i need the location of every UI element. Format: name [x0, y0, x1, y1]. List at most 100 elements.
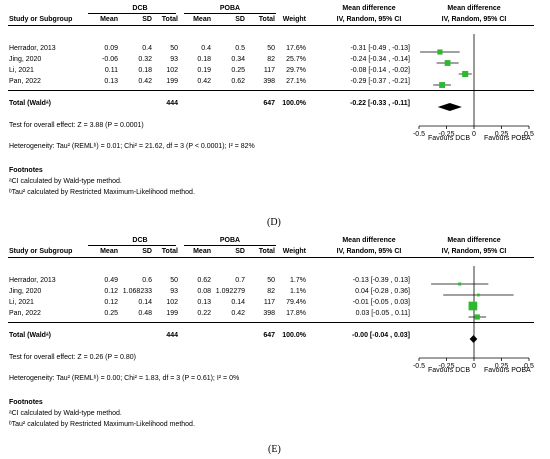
mean-1: 0.12: [104, 288, 118, 295]
favours-right: Favours POBA: [484, 135, 531, 142]
x-tick-label: 0.25: [495, 131, 509, 138]
total-n2: 647: [263, 100, 275, 107]
mean-1: 0.25: [104, 310, 118, 317]
sd-1: 0.6: [142, 277, 152, 284]
mean-2: 0.42: [197, 78, 211, 85]
header-total-1: Total: [161, 248, 178, 255]
header-md-title: Mean difference: [342, 237, 396, 244]
mean-difference-ci: -0.13 [-0.39 , 0.13]: [352, 277, 410, 284]
total-n1: 444: [166, 100, 178, 107]
mean-1: 0.13: [104, 78, 118, 85]
footnote-a: ᵃCI calculated by Wald-type method.: [9, 410, 122, 417]
study-marker: [474, 314, 480, 320]
total-1: 199: [166, 310, 178, 317]
total-ci: -0.22 [-0.33 , -0.11]: [350, 100, 410, 107]
total-1: 199: [166, 78, 178, 85]
total-weight: 100.0%: [282, 100, 306, 107]
footnote-b: ᵇTau² calculated by Restricted Maximum-L…: [9, 421, 195, 428]
x-tick-label: 0: [472, 131, 476, 138]
mean-2: 0.08: [197, 288, 211, 295]
header-md-title: Mean difference: [342, 5, 396, 12]
header-line-poba: [184, 13, 276, 14]
forest-plot-panel-d: DCB POBA Mean difference Mean difference…: [0, 0, 550, 200]
mean-1: 0.49: [104, 277, 118, 284]
sd-2: 0.25: [231, 67, 245, 74]
study-name: Herrador, 2013: [9, 45, 56, 52]
header-poba: POBA: [219, 237, 241, 244]
mean-1: 0.09: [104, 45, 118, 52]
sd-2: 0.62: [231, 78, 245, 85]
total-2: 50: [267, 45, 275, 52]
total-line: [8, 322, 534, 323]
sd-1: 0.32: [138, 56, 152, 63]
study-marker: [458, 282, 462, 286]
total-1: 93: [170, 56, 178, 63]
header-sd-2: SD: [235, 248, 245, 255]
mean-2: 0.4: [201, 45, 211, 52]
mean-2: 0.62: [197, 277, 211, 284]
forest-plot-d: -0.5 -0.25 0 0.25 0.5: [413, 34, 534, 138]
study-marker: [444, 60, 451, 66]
header-md-plot-title: Mean difference: [447, 237, 501, 244]
total-1: 102: [166, 67, 178, 74]
sd-2: 1.092279: [215, 288, 245, 295]
panel-label-d: (D): [267, 217, 281, 228]
total-ci: -0.00 [-0.04 , 0.03]: [352, 332, 410, 339]
sd-2: 0.5: [235, 45, 245, 52]
sd-1: 0.42: [138, 78, 152, 85]
study-marker: [462, 70, 469, 78]
weight: 17.8%: [286, 310, 306, 317]
mean-difference-ci: 0.03 [-0.05 , 0.11]: [355, 310, 410, 317]
header-mean-2: Mean: [193, 16, 211, 23]
study-name: Li, 2021: [9, 299, 34, 306]
header-md-method: IV, Random, 95% CI: [336, 16, 402, 23]
sd-1: 0.14: [138, 299, 152, 306]
total-2: 82: [267, 288, 275, 295]
header-total-1: Total: [161, 16, 178, 23]
sd-2: 0.14: [231, 299, 245, 306]
weight: 29.7%: [286, 67, 306, 74]
study-name: Pan, 2022: [9, 78, 41, 85]
study-name: Herrador, 2013: [9, 277, 56, 284]
overall-effect-test: Test for overall effect: Z = 3.88 (P = 0…: [9, 122, 144, 129]
study-marker: [439, 82, 446, 88]
x-tick-label: 0.5: [524, 131, 534, 138]
mean-1: 0.12: [104, 299, 118, 306]
header-total-2: Total: [258, 248, 275, 255]
total-2: 398: [263, 310, 275, 317]
footnotes-title: Footnotes: [9, 167, 43, 174]
x-tick-label: 0.25: [495, 363, 509, 370]
header-study: Study or Subgroup: [9, 16, 73, 23]
heterogeneity: Heterogeneity: Tau² (REMLᵇ) = 0.00; Chi²…: [9, 375, 240, 382]
total-1: 93: [170, 288, 178, 295]
mean-2: 0.22: [197, 310, 211, 317]
header-total-2: Total: [258, 16, 275, 23]
study-name: Jing, 2020: [9, 288, 42, 295]
header-bottom-line: [8, 257, 534, 258]
x-tick-label: -0.5: [413, 131, 425, 138]
overall-effect-test: Test for overall effect: Z = 0.26 (P = 0…: [9, 354, 136, 361]
mean-2: 0.18: [197, 56, 211, 63]
forest-plot-panel-e: DCB POBA Mean difference Mean difference…: [0, 232, 550, 432]
mean-1: 0.11: [104, 67, 118, 74]
header-sd-2: SD: [235, 16, 245, 23]
mean-2: 0.13: [197, 299, 211, 306]
forest-plot-e: -0.5 -0.25 0 0.25 0.5: [413, 266, 534, 370]
header-dcb: DCB: [132, 237, 148, 244]
footnote-a: ᵃCI calculated by Wald-type method.: [9, 178, 122, 185]
header-study: Study or Subgroup: [9, 248, 73, 255]
x-tick-label: 0: [472, 363, 476, 370]
mean-difference-ci: -0.08 [-0.14 , -0.02]: [350, 67, 410, 74]
favours-left: Favours DCB: [427, 367, 470, 374]
total-label: Total (Waldᵃ): [9, 100, 51, 107]
sd-1: 1.068233: [122, 288, 152, 295]
mean-difference-ci: -0.29 [-0.37 , -0.21]: [350, 78, 410, 85]
favours-right: Favours POBA: [484, 367, 531, 374]
total-weight: 100.0%: [282, 332, 306, 339]
total-1: 50: [170, 277, 178, 284]
header-md-plot-method: IV, Random, 95% CI: [441, 16, 507, 23]
header-md-plot-title: Mean difference: [447, 5, 501, 12]
total-2: 82: [267, 56, 275, 63]
header-line-dcb: [88, 245, 176, 246]
sd-2: 0.34: [231, 56, 245, 63]
